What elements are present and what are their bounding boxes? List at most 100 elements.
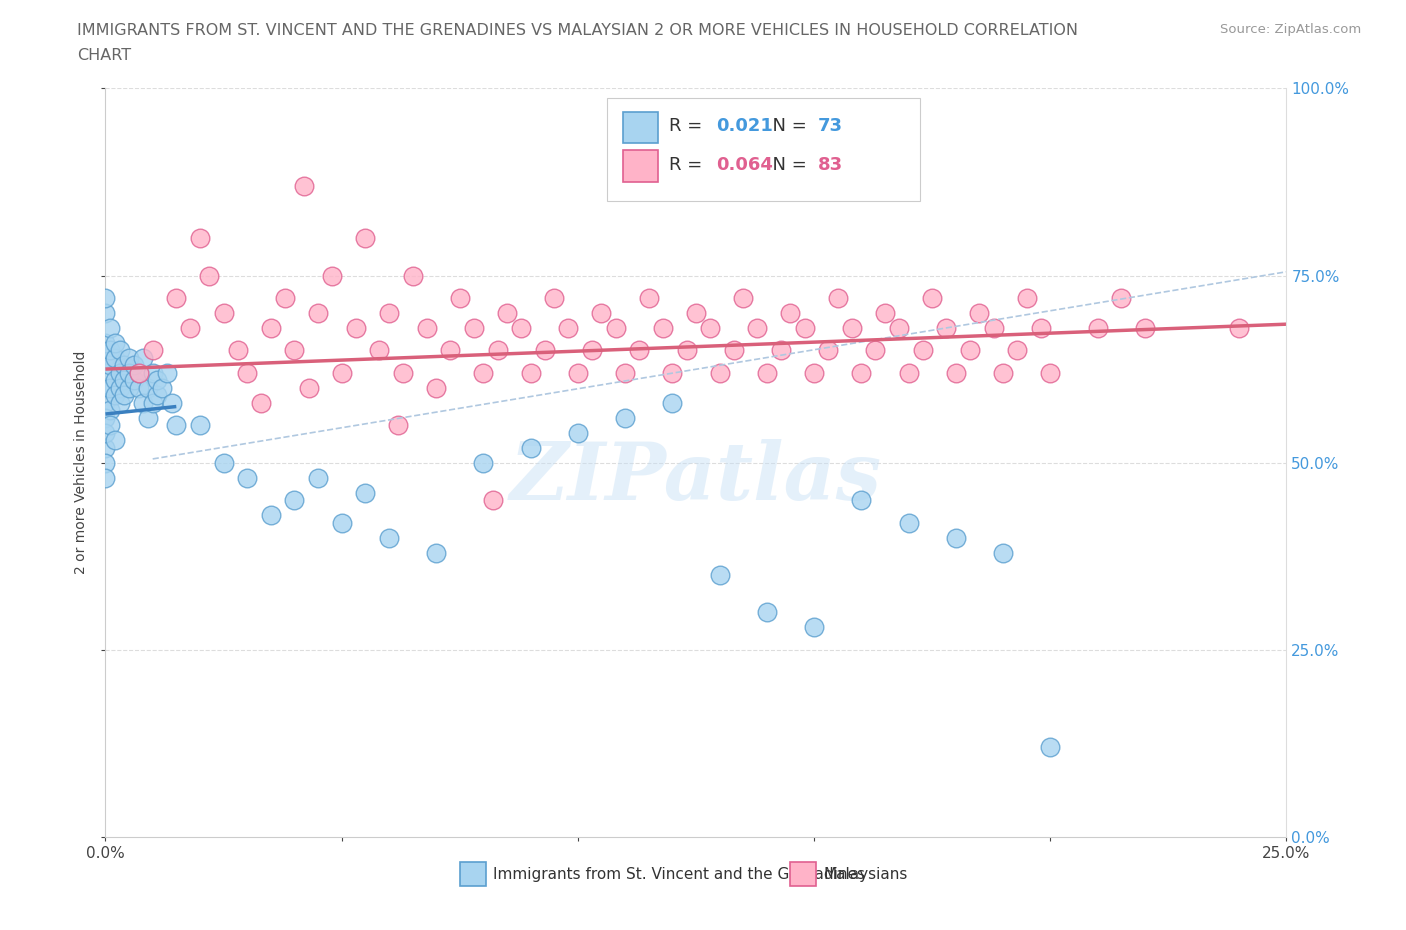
Point — [392, 365, 415, 380]
Point — [591, 305, 613, 320]
Point — [212, 305, 235, 320]
Point — [98, 403, 121, 418]
Point — [354, 485, 377, 500]
Point — [519, 365, 541, 380]
Point — [887, 321, 910, 336]
Point — [236, 365, 259, 380]
Point — [236, 471, 259, 485]
Point — [128, 365, 150, 380]
Point — [685, 305, 707, 320]
Point — [104, 388, 127, 403]
Point — [98, 380, 121, 395]
Point — [983, 321, 1005, 336]
Point — [945, 530, 967, 545]
Text: CHART: CHART — [77, 48, 131, 63]
Point — [108, 380, 131, 395]
Point — [94, 365, 117, 380]
Point — [160, 395, 183, 410]
Point — [136, 410, 159, 425]
Point — [496, 305, 519, 320]
Point — [142, 395, 165, 410]
Point — [378, 305, 401, 320]
Text: R =: R = — [669, 155, 707, 174]
Text: 83: 83 — [818, 155, 842, 174]
Point — [415, 321, 437, 336]
Point — [198, 268, 221, 283]
Point — [212, 456, 235, 471]
Point — [1039, 365, 1062, 380]
Text: Malaysians: Malaysians — [824, 867, 908, 882]
Point — [803, 620, 825, 635]
Point — [108, 365, 131, 380]
Point — [368, 343, 391, 358]
Point — [94, 425, 117, 440]
Point — [1039, 739, 1062, 754]
Point — [94, 410, 117, 425]
Text: ZIPatlas: ZIPatlas — [510, 439, 882, 516]
Point — [98, 321, 121, 336]
Point — [94, 336, 117, 351]
Point — [425, 545, 447, 560]
Point — [401, 268, 423, 283]
Point — [283, 493, 305, 508]
Point — [628, 343, 651, 358]
Point — [533, 343, 555, 358]
Point — [747, 321, 769, 336]
Point — [165, 290, 187, 305]
Point — [1005, 343, 1028, 358]
Point — [112, 373, 135, 388]
Point — [94, 395, 117, 410]
Point — [769, 343, 792, 358]
Point — [614, 365, 637, 380]
Point — [146, 373, 169, 388]
Text: 0.021: 0.021 — [716, 117, 773, 135]
Point — [94, 351, 117, 365]
Point — [873, 305, 896, 320]
Point — [260, 321, 283, 336]
Point — [165, 418, 187, 432]
Point — [661, 365, 683, 380]
Point — [803, 365, 825, 380]
Point — [98, 418, 121, 432]
Point — [260, 508, 283, 523]
Point — [709, 567, 731, 582]
Point — [567, 425, 589, 440]
Point — [543, 290, 565, 305]
Point — [274, 290, 297, 305]
Point — [709, 365, 731, 380]
Point — [307, 471, 329, 485]
Point — [581, 343, 603, 358]
Point — [1015, 290, 1038, 305]
FancyBboxPatch shape — [460, 862, 485, 885]
Point — [112, 358, 135, 373]
Point — [675, 343, 697, 358]
Point — [425, 380, 447, 395]
Point — [959, 343, 981, 358]
Point — [865, 343, 887, 358]
Point — [128, 380, 150, 395]
Point — [188, 418, 211, 432]
Point — [605, 321, 627, 336]
Point — [94, 290, 117, 305]
Point — [827, 290, 849, 305]
Point — [307, 305, 329, 320]
Text: Source: ZipAtlas.com: Source: ZipAtlas.com — [1220, 23, 1361, 36]
Point — [755, 605, 778, 620]
Point — [354, 231, 377, 246]
Point — [699, 321, 721, 336]
Point — [108, 343, 131, 358]
Point — [723, 343, 745, 358]
Point — [142, 365, 165, 380]
Point — [122, 358, 145, 373]
Point — [519, 440, 541, 455]
Point — [330, 365, 353, 380]
Point — [921, 290, 943, 305]
Point — [486, 343, 509, 358]
Point — [651, 321, 673, 336]
Point — [283, 343, 305, 358]
FancyBboxPatch shape — [623, 112, 658, 143]
FancyBboxPatch shape — [623, 151, 658, 182]
Point — [911, 343, 934, 358]
Point — [344, 321, 367, 336]
Point — [378, 530, 401, 545]
